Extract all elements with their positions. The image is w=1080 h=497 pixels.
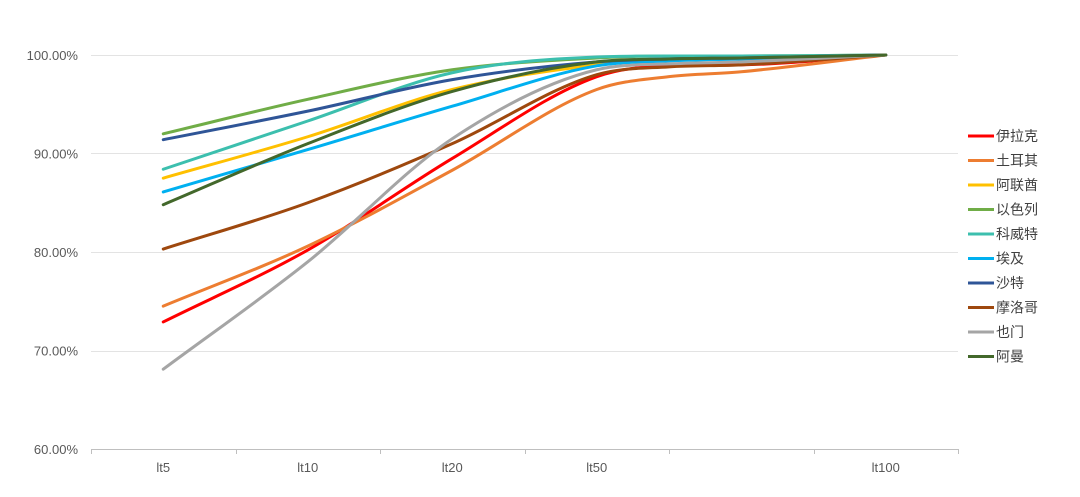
legend-label: 阿曼 bbox=[996, 350, 1024, 366]
series-lines bbox=[161, 53, 888, 371]
series-line-5 bbox=[161, 53, 888, 171]
y-tick-label: 60.00% bbox=[34, 442, 79, 457]
series-line-9 bbox=[161, 53, 888, 371]
legend-label: 阿联酋 bbox=[996, 177, 1038, 194]
y-tick-label: 80.00% bbox=[34, 245, 79, 260]
legend-item[interactable]: 以色列 bbox=[968, 202, 1038, 219]
axes: 60.00% 70.00% 80.00% 90.00% 100.00% lt5 lt10 lt… bbox=[27, 48, 959, 475]
legend-label: 沙特 bbox=[996, 276, 1024, 292]
x-tick-label: lt10 bbox=[297, 460, 318, 475]
legend-label: 也门 bbox=[996, 325, 1024, 341]
legend-item[interactable]: 沙特 bbox=[968, 276, 1024, 292]
legend-item[interactable]: 埃及 bbox=[968, 252, 1024, 268]
legend-label: 埃及 bbox=[996, 252, 1024, 268]
y-tick-label: 90.00% bbox=[34, 147, 79, 162]
series-line-2 bbox=[161, 53, 888, 308]
series-line-10 bbox=[161, 53, 888, 207]
y-tick-label: 100.00% bbox=[27, 48, 79, 63]
legend-item[interactable]: 伊拉克 bbox=[968, 129, 1038, 145]
legend-item[interactable]: 阿曼 bbox=[968, 350, 1024, 366]
series-line-1 bbox=[161, 53, 888, 324]
x-tick-label: lt50 bbox=[586, 460, 607, 475]
x-tick-label: lt100 bbox=[872, 460, 900, 475]
legend-item[interactable]: 也门 bbox=[968, 325, 1024, 341]
legend-item[interactable]: 科威特 bbox=[968, 227, 1038, 243]
legend-label: 摩洛哥 bbox=[996, 300, 1038, 317]
y-tick-label: 70.00% bbox=[34, 344, 79, 359]
legend-item[interactable]: 土耳其 bbox=[968, 154, 1038, 170]
legend-label: 以色列 bbox=[996, 202, 1038, 219]
legend-item[interactable]: 阿联酋 bbox=[968, 177, 1038, 194]
legend-label: 科威特 bbox=[996, 227, 1038, 243]
x-tick-label: lt5 bbox=[156, 460, 170, 475]
grid-lines bbox=[91, 55, 958, 352]
legend-label: 土耳其 bbox=[996, 154, 1038, 170]
series-line-8 bbox=[161, 53, 888, 251]
legend-item[interactable]: 摩洛哥 bbox=[968, 300, 1038, 317]
x-tick-label: lt20 bbox=[442, 460, 463, 475]
legend-label: 伊拉克 bbox=[996, 129, 1038, 145]
